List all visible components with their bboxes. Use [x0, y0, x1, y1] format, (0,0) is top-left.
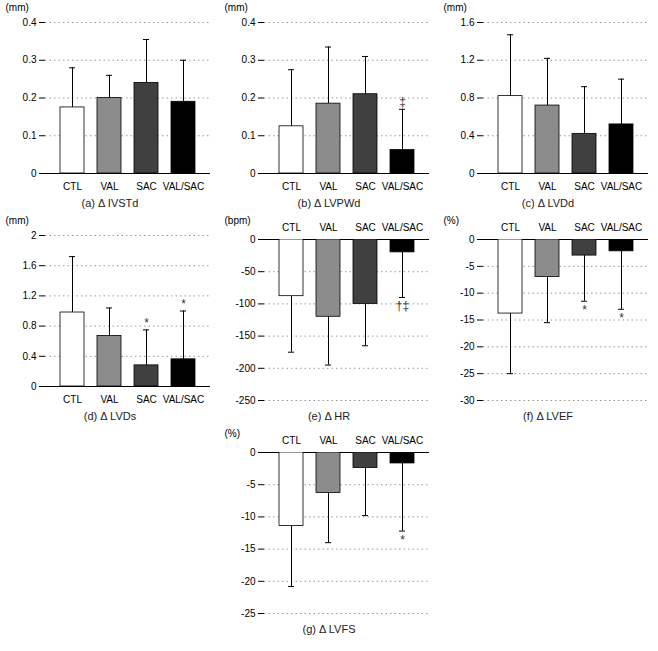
svg-text:1.6: 1.6	[460, 17, 474, 28]
svg-text:(%): (%)	[443, 215, 459, 226]
html-text:(g) Δ LVFS: (g) Δ LVFS	[302, 623, 356, 635]
svg-text:-50: -50	[241, 266, 256, 277]
svg-text:*: *	[144, 316, 149, 330]
html-text:(f) Δ LVEF: (f) Δ LVEF	[523, 410, 573, 422]
svg-text:0.4: 0.4	[22, 351, 36, 362]
svg-text:VAL: VAL	[319, 181, 338, 192]
svg-text:CTL: CTL	[501, 222, 520, 233]
svg-text:VAL/SAC: VAL/SAC	[381, 435, 423, 446]
svg-text:VAL/SAC: VAL/SAC	[600, 181, 642, 192]
svg-text:SAC: SAC	[355, 222, 376, 233]
svg-text:-30: -30	[460, 395, 475, 406]
svg-text:-10: -10	[241, 511, 256, 522]
svg-text:(mm): (mm)	[224, 2, 247, 13]
svg-text:(%): (%)	[224, 428, 240, 439]
svg-text:2: 2	[30, 230, 36, 241]
svg-text:VAL: VAL	[319, 222, 338, 233]
svg-text:†‡: †‡	[395, 299, 408, 313]
svg-text:(bpm): (bpm)	[224, 215, 250, 226]
svg-text:-200: -200	[235, 363, 255, 374]
svg-text:0.1: 0.1	[22, 130, 36, 141]
svg-text:CTL: CTL	[282, 435, 301, 446]
html-text:(d) Δ LVDs: (d) Δ LVDs	[83, 410, 137, 422]
svg-text:VAL: VAL	[319, 435, 338, 446]
svg-text:VAL/SAC: VAL/SAC	[381, 222, 423, 233]
svg-text:*: *	[619, 311, 624, 325]
svg-text:(mm): (mm)	[5, 215, 28, 226]
svg-text:(mm): (mm)	[5, 2, 28, 13]
svg-text:0.8: 0.8	[22, 320, 36, 331]
svg-text:-5: -5	[465, 261, 474, 272]
svg-text:-15: -15	[460, 314, 475, 325]
svg-text:0.2: 0.2	[22, 92, 36, 103]
svg-text:1.6: 1.6	[22, 260, 36, 271]
svg-text:*: *	[181, 297, 186, 311]
svg-text:0.3: 0.3	[22, 54, 36, 65]
svg-text:*: *	[582, 303, 587, 317]
svg-text:0.2: 0.2	[241, 92, 255, 103]
svg-text:-25: -25	[241, 608, 256, 619]
svg-text:-25: -25	[460, 368, 475, 379]
svg-text:VAL/SAC: VAL/SAC	[162, 181, 204, 192]
html-text:(c) Δ LVDd: (c) Δ LVDd	[521, 197, 575, 209]
svg-text:SAC: SAC	[136, 394, 157, 405]
svg-text:VAL/SAC: VAL/SAC	[381, 181, 423, 192]
svg-text:CTL: CTL	[63, 394, 82, 405]
svg-text:VAL: VAL	[538, 222, 557, 233]
svg-text:-250: -250	[235, 395, 255, 406]
svg-text:0.8: 0.8	[460, 92, 474, 103]
svg-text:CTL: CTL	[63, 181, 82, 192]
svg-text:0.4: 0.4	[460, 130, 474, 141]
svg-text:1.2: 1.2	[460, 54, 474, 65]
svg-text:CTL: CTL	[282, 222, 301, 233]
svg-text:CTL: CTL	[282, 181, 301, 192]
svg-text:‡: ‡	[399, 95, 406, 109]
svg-text:0: 0	[249, 168, 255, 179]
svg-text:0: 0	[30, 381, 36, 392]
svg-text:0: 0	[249, 234, 255, 245]
svg-text:-5: -5	[246, 479, 255, 490]
svg-text:CTL: CTL	[501, 181, 520, 192]
svg-text:0: 0	[468, 168, 474, 179]
svg-text:VAL: VAL	[100, 394, 119, 405]
svg-text:-100: -100	[235, 298, 255, 309]
svg-text:SAC: SAC	[574, 181, 595, 192]
svg-text:-15: -15	[241, 543, 256, 554]
svg-text:VAL/SAC: VAL/SAC	[162, 394, 204, 405]
svg-text:(mm): (mm)	[443, 2, 466, 13]
svg-text:-150: -150	[235, 330, 255, 341]
svg-text:VAL: VAL	[100, 181, 119, 192]
svg-text:-10: -10	[460, 287, 475, 298]
svg-text:-20: -20	[241, 576, 256, 587]
svg-text:SAC: SAC	[574, 222, 595, 233]
svg-text:1.2: 1.2	[22, 290, 36, 301]
html-text:(e) Δ HR: (e) Δ HR	[307, 410, 351, 422]
svg-text:VAL: VAL	[538, 181, 557, 192]
svg-text:0: 0	[468, 234, 474, 245]
svg-text:0.4: 0.4	[241, 17, 255, 28]
html-text:(a) Δ IVSTd: (a) Δ IVSTd	[81, 197, 139, 209]
svg-text:*: *	[400, 533, 405, 547]
svg-text:VAL/SAC: VAL/SAC	[600, 222, 642, 233]
svg-text:0.3: 0.3	[241, 54, 255, 65]
svg-text:0.1: 0.1	[241, 130, 255, 141]
svg-text:0: 0	[249, 447, 255, 458]
svg-text:0.4: 0.4	[22, 17, 36, 28]
svg-text:SAC: SAC	[355, 181, 376, 192]
svg-text:0: 0	[30, 168, 36, 179]
svg-text:-20: -20	[460, 341, 475, 352]
svg-text:SAC: SAC	[355, 435, 376, 446]
svg-text:SAC: SAC	[136, 181, 157, 192]
html-text:(b) Δ LVPWd: (b) Δ LVPWd	[297, 197, 361, 209]
